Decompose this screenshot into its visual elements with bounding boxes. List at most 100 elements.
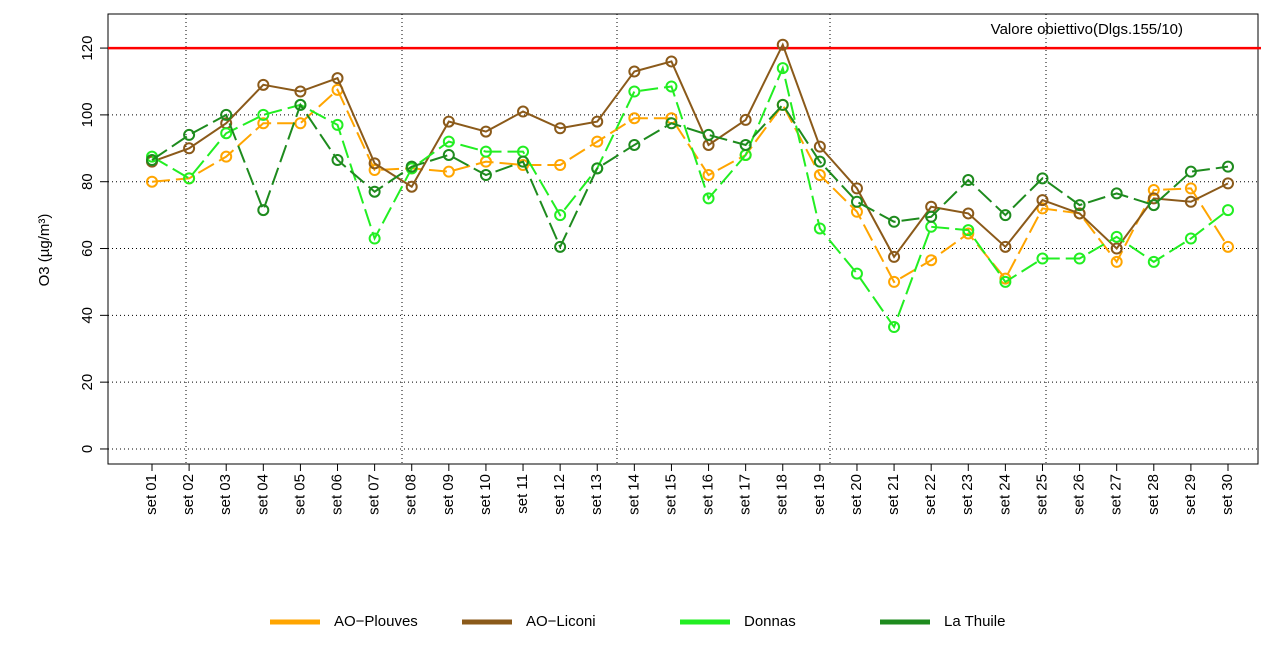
point: [1184, 182, 1197, 195]
point: [1036, 252, 1049, 265]
point: [257, 204, 270, 217]
x-tick-label: set 17: [737, 474, 754, 515]
x-tick-label: set 07: [366, 474, 383, 515]
point: [220, 108, 233, 121]
point: [776, 62, 789, 75]
point: [888, 321, 901, 334]
week-grid: [185, 14, 1047, 464]
point: [925, 210, 938, 223]
x-tick-label: set 12: [551, 474, 568, 515]
x-tick-label: set 02: [180, 474, 197, 515]
point: [813, 140, 826, 153]
point: [1110, 230, 1123, 243]
point: [1184, 195, 1197, 208]
point: [146, 153, 158, 166]
point: [257, 117, 270, 130]
x-tick-label: set 28: [1145, 474, 1162, 515]
point: [813, 169, 826, 182]
point: [479, 145, 492, 158]
x-tick-label: set 03: [217, 474, 234, 515]
point: [554, 240, 567, 253]
point: [331, 153, 344, 166]
x-tick-label: set 27: [1108, 474, 1125, 515]
point: [1184, 165, 1197, 178]
point: [554, 122, 567, 135]
point: [442, 115, 455, 128]
series-line: [151, 42, 1229, 259]
point: [702, 192, 715, 205]
point: [479, 125, 492, 138]
point: [405, 180, 418, 193]
point: [925, 254, 938, 267]
series-line: [151, 102, 1229, 250]
x-tick-label: set 26: [1071, 474, 1088, 515]
point: [183, 172, 196, 185]
point: [517, 155, 530, 168]
plot-frame: [107, 13, 1259, 465]
point: [1073, 199, 1086, 212]
point: [850, 267, 863, 280]
point: [368, 232, 381, 245]
point: [1184, 232, 1197, 245]
point: [850, 182, 863, 195]
point: [962, 174, 975, 187]
point: [1222, 160, 1234, 173]
point: [999, 209, 1012, 222]
point: [1110, 255, 1123, 268]
point: [294, 98, 307, 111]
point: [813, 155, 826, 168]
x-tick-label: set 14: [625, 474, 642, 515]
legend-label: Donnas: [744, 613, 796, 630]
y-tick-label: 40: [79, 307, 96, 324]
x-tick-label: set 23: [959, 474, 976, 515]
point: [888, 250, 901, 263]
reference-label: Valore obiettivo(Dlgs.155/10): [991, 21, 1183, 38]
point: [628, 85, 641, 98]
point: [776, 38, 789, 51]
y-tick-label: 100: [79, 102, 96, 127]
point: [1147, 255, 1160, 268]
x-tick-label: set 19: [811, 474, 828, 515]
point: [442, 165, 455, 178]
x-tick-label: set 20: [848, 474, 865, 515]
point: [1110, 187, 1123, 200]
point: [146, 175, 158, 188]
point: [776, 98, 789, 111]
x-tick-label: set 05: [291, 474, 308, 515]
point: [331, 118, 344, 131]
point: [1073, 207, 1086, 220]
legend-label: La Thuile: [944, 613, 1005, 630]
point: [442, 148, 455, 161]
x-tick-label: set 24: [996, 474, 1013, 515]
point: [294, 117, 307, 130]
point: [183, 142, 196, 155]
point: [257, 108, 270, 121]
point: [628, 65, 641, 78]
point: [331, 72, 344, 85]
point: [962, 227, 975, 240]
point: [442, 135, 455, 148]
point: [962, 224, 975, 237]
point: [294, 85, 307, 98]
point: [702, 169, 715, 182]
x-tick-label: set 11: [514, 474, 531, 514]
point: [257, 78, 270, 91]
x-tick-label: set 06: [328, 474, 345, 515]
point: [739, 138, 752, 151]
point: [1110, 242, 1123, 255]
point: [554, 159, 567, 172]
x-tick-label: set 09: [440, 474, 457, 515]
point: [1147, 199, 1160, 212]
point: [220, 150, 233, 163]
x-tick-label: set 15: [662, 474, 679, 515]
point: [628, 112, 641, 125]
y-tick-label: 120: [79, 36, 96, 61]
point: [591, 115, 604, 128]
point: [554, 209, 567, 222]
y-axis-title: O3 (µg/m³): [36, 214, 53, 287]
point: [1222, 240, 1234, 253]
point: [1036, 194, 1049, 207]
point: [517, 105, 530, 118]
point: [1147, 192, 1160, 205]
